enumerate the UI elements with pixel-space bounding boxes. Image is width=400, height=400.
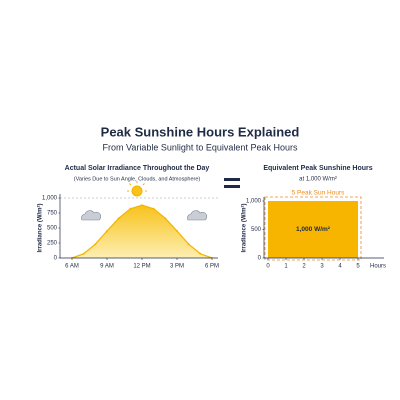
y-axis-label: Irradiance (W/m²) — [241, 203, 248, 252]
point — [141, 204, 143, 207]
x-tick-label: 12 PM — [133, 264, 150, 270]
annotation: 5 Peak Sun Hours — [292, 190, 346, 197]
bar — [268, 201, 358, 258]
point — [164, 217, 167, 220]
point — [187, 243, 190, 246]
page-title: Peak Sunshine Hours Explained — [101, 124, 300, 139]
y-tick-label: 1,000 — [246, 199, 262, 205]
x-tick-label: 2 — [302, 264, 306, 270]
x-axis-label: Hours — [370, 264, 386, 270]
cloud-icon — [81, 210, 208, 221]
chart-subtitle: at 1,000 W/m² — [299, 177, 337, 183]
x-tick-label: 9 AM — [100, 264, 114, 270]
x-tick-label: 3 PM — [170, 264, 184, 270]
sun-icon — [127, 181, 147, 197]
point — [199, 252, 202, 255]
x-tick-label: 6 AM — [65, 264, 79, 270]
page-subtitle: From Variable Sunlight to Equivalent Pea… — [103, 142, 298, 152]
y-tick-label: 500 — [251, 227, 262, 233]
x-tick-label: 1 — [284, 264, 288, 270]
x-tick-label: 6 PM — [205, 264, 219, 270]
y-tick-label: 0 — [258, 256, 262, 262]
x-tick-label: 5 — [356, 264, 360, 270]
chart-title: Actual Solar Irradiance Throughout the D… — [65, 165, 210, 172]
highlight-box — [264, 196, 362, 261]
y-axis-label: Irradiance (W/m²) — [37, 203, 44, 252]
y-tick-label: 250 — [47, 241, 58, 247]
y-tick-label: 750 — [47, 211, 58, 217]
y-tick-label: 500 — [47, 226, 58, 232]
chart-title: Equivalent Peak Sunshine Hours — [263, 165, 372, 172]
point — [176, 230, 178, 232]
y-tick-label: 0 — [54, 256, 58, 262]
y-tick-label: 1,000 — [42, 196, 58, 202]
point — [129, 207, 132, 210]
equals-sign — [224, 178, 240, 188]
value-label: 1,000 W/m² — [296, 226, 331, 233]
point — [82, 252, 85, 255]
point — [117, 217, 120, 220]
point — [106, 230, 108, 232]
x-tick-label: 4 — [338, 264, 342, 270]
area-fill — [72, 205, 212, 258]
x-tick-label: 3 — [320, 264, 324, 270]
point — [152, 207, 155, 210]
point — [94, 243, 97, 246]
x-tick-label: 0 — [266, 264, 270, 270]
chart-subtitle: (Varies Due to Sun Angle, Clouds, and At… — [74, 176, 201, 182]
